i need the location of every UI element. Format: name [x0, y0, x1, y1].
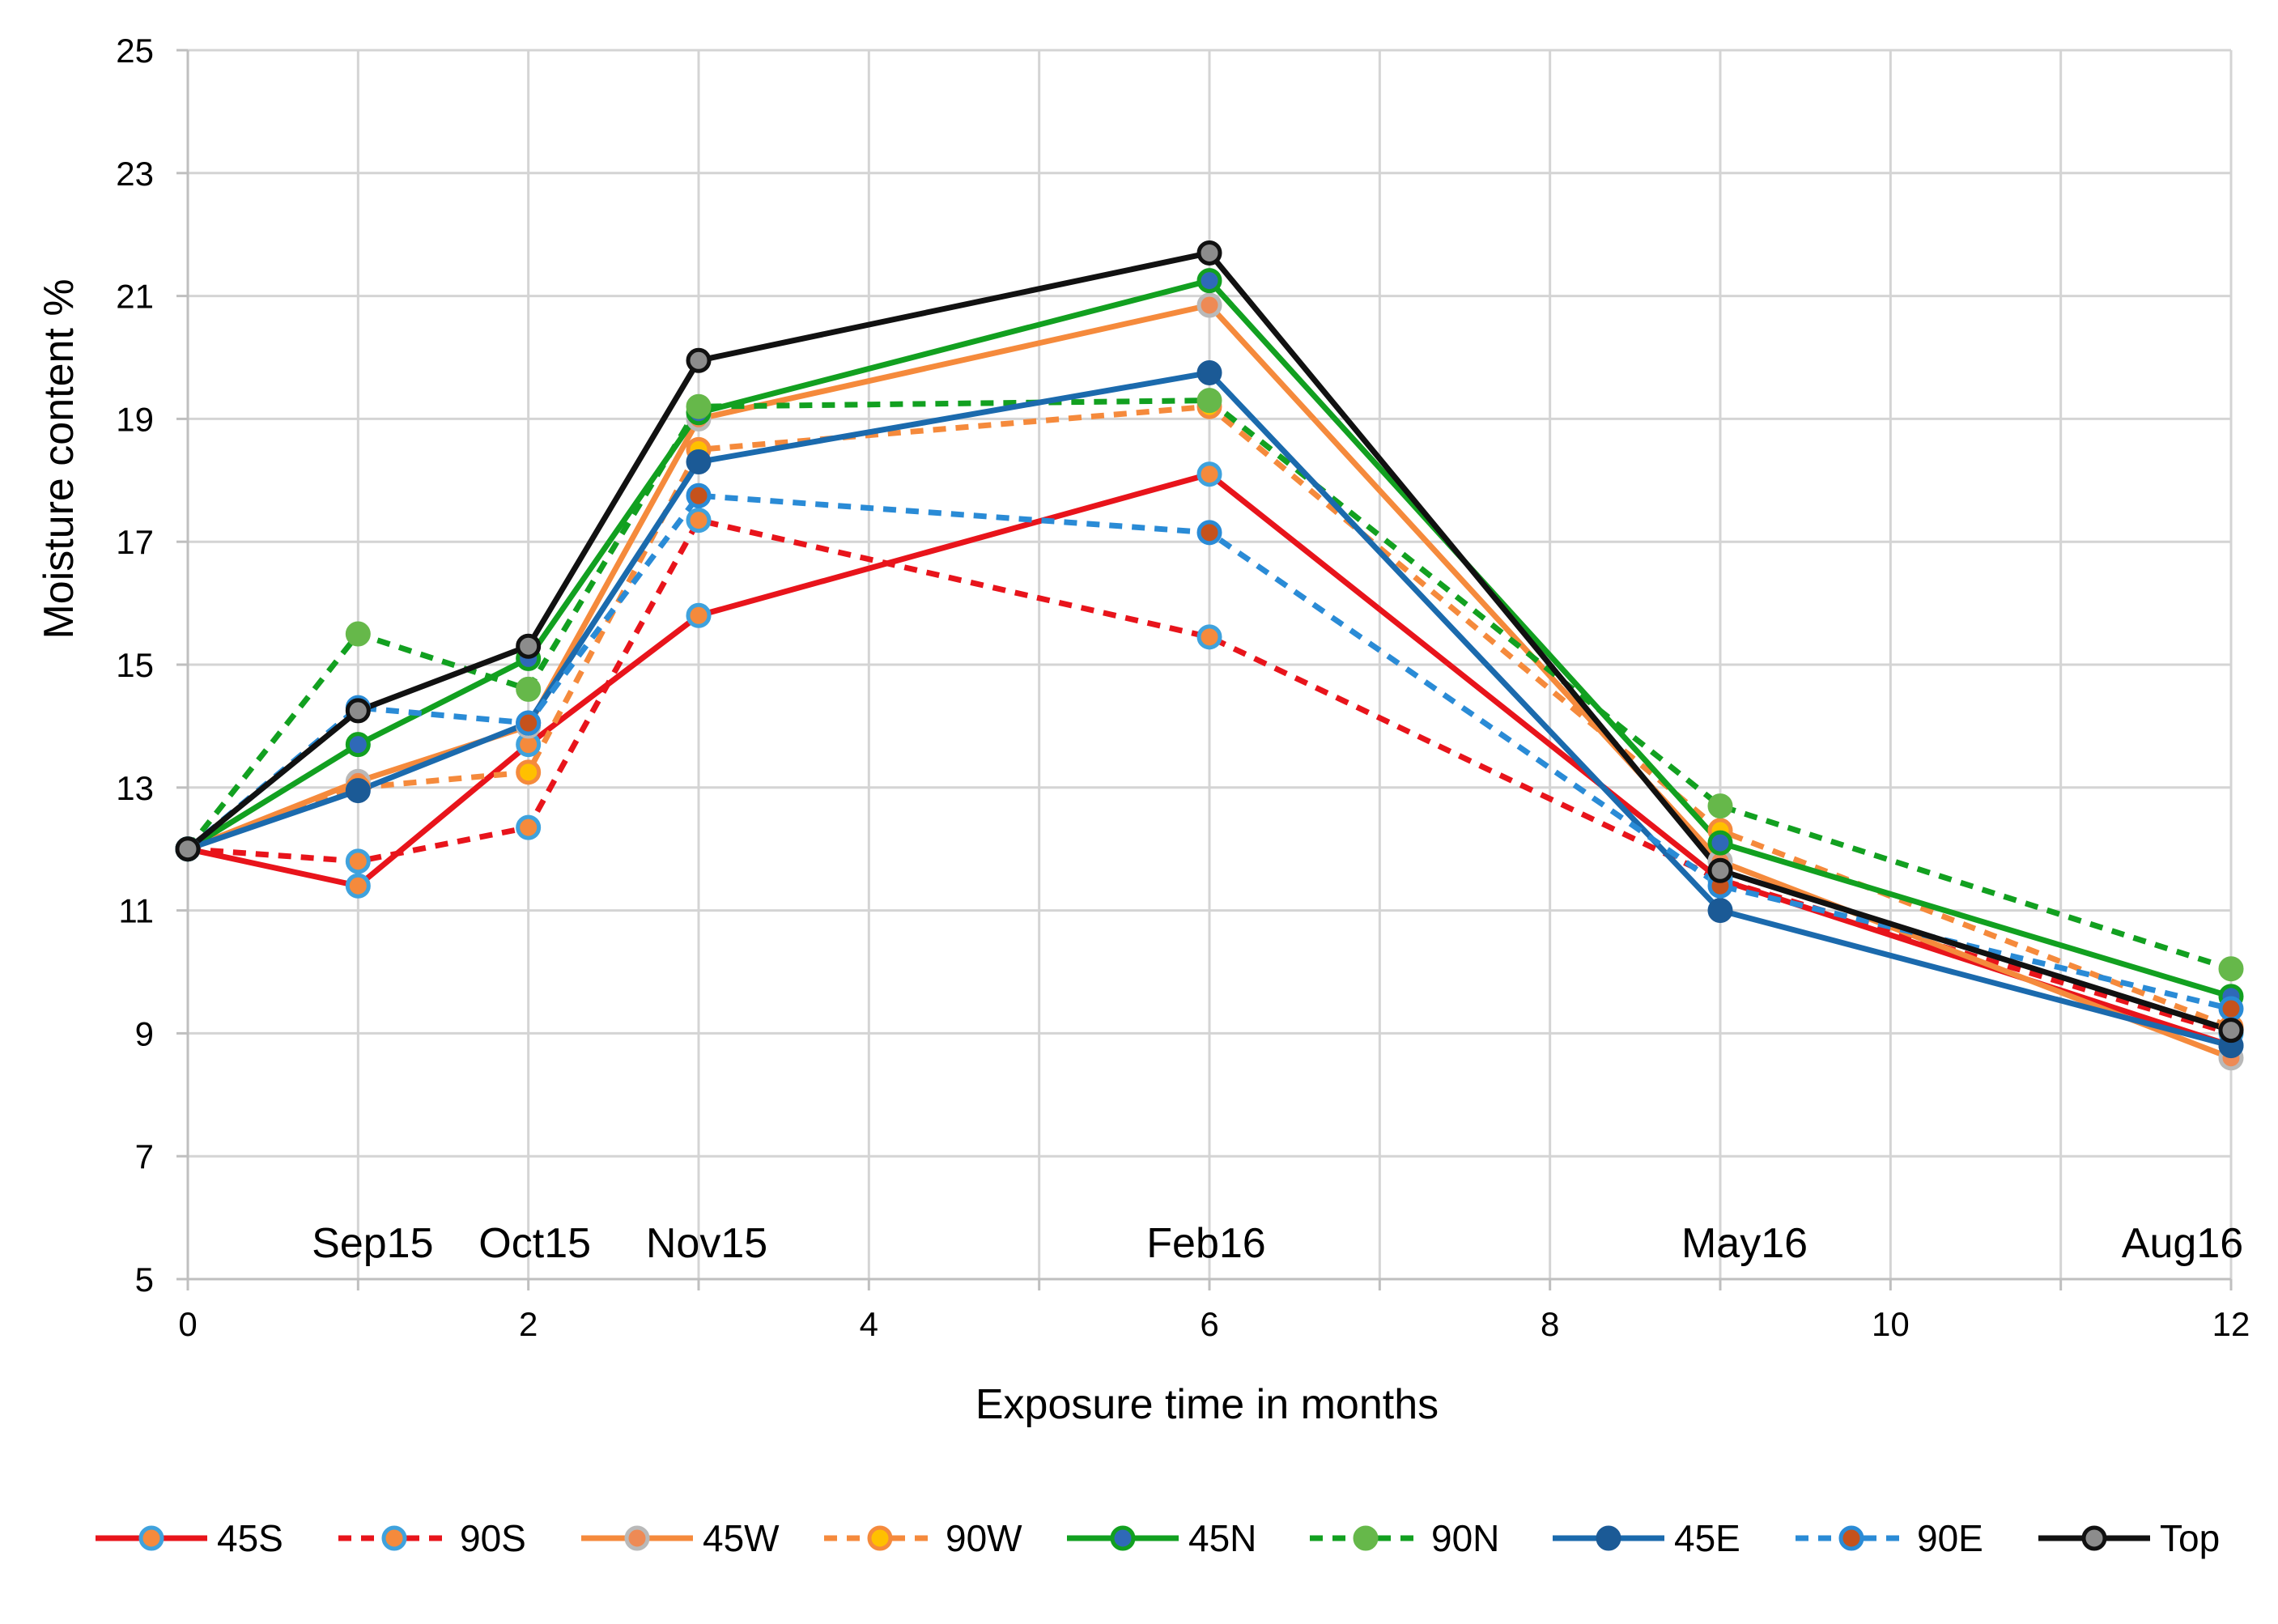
legend-item-90N: 90N	[1310, 1517, 1499, 1559]
month-annotation: Aug16	[2122, 1220, 2243, 1267]
data-point-Top	[516, 633, 542, 659]
x-axis-title: Exposure time in months	[975, 1381, 1439, 1428]
legend-label: 90W	[946, 1517, 1022, 1559]
legend-swatch-marker	[2081, 1525, 2107, 1551]
data-point-90S	[1196, 624, 1222, 650]
x-tick-label: 4	[860, 1305, 878, 1343]
axis-layer: 5 7 9 11 13 15 17 19 21 23 25 0 2 4 6 8 10 12	[116, 32, 2250, 1343]
y-tick-label: 9	[135, 1014, 154, 1052]
x-tick-label: 10	[1872, 1305, 1910, 1343]
legend-label: 90S	[460, 1517, 526, 1559]
data-point-90N	[516, 676, 542, 702]
legend-swatch-marker	[624, 1525, 650, 1551]
legend-label: 45N	[1188, 1517, 1256, 1559]
y-tick-label: 23	[116, 155, 154, 193]
data-point-90S	[345, 848, 371, 874]
x-tick-label: 12	[2212, 1305, 2250, 1343]
legend-item-45E: 45E	[1553, 1517, 1740, 1559]
legend-swatch-marker	[1596, 1525, 1621, 1551]
data-point-90E	[2218, 996, 2244, 1022]
series-layer	[175, 240, 2244, 1071]
data-point-90E	[516, 710, 542, 736]
legend-label: 45S	[217, 1517, 283, 1559]
annotation-layer: Sep15 Oct15 Nov15 Feb16 May16 Aug16	[312, 1220, 2243, 1267]
legend-swatch-marker	[381, 1525, 407, 1551]
legend-label: 45W	[703, 1517, 780, 1559]
legend-swatch-marker	[1353, 1525, 1379, 1551]
data-point-Top	[175, 836, 201, 862]
y-tick-label: 25	[116, 32, 154, 70]
y-tick-label: 5	[135, 1261, 154, 1299]
x-tick-label: 8	[1541, 1305, 1559, 1343]
data-point-45S	[686, 602, 712, 628]
legend-label: 45E	[1674, 1517, 1740, 1559]
data-point-Top	[686, 347, 712, 373]
data-point-45S	[345, 873, 371, 899]
data-point-Top	[1707, 857, 1733, 883]
month-annotation: Feb16	[1146, 1220, 1265, 1267]
legend-swatch-marker	[1110, 1525, 1136, 1551]
legend-item-90E: 90E	[1796, 1517, 1983, 1559]
data-point-90N	[1196, 388, 1222, 414]
legend-item-90S: 90S	[338, 1517, 526, 1559]
data-point-45S	[1196, 461, 1222, 487]
legend-swatch-marker	[1838, 1525, 1864, 1551]
legend: 45S 90S 45W 90W 45N 90N 45E 90E Top	[96, 1517, 2220, 1559]
legend-label: 90E	[1917, 1517, 1983, 1559]
data-point-45N	[345, 732, 371, 758]
data-point-90E	[1196, 520, 1222, 546]
legend-item-90W: 90W	[824, 1517, 1022, 1559]
legend-swatch-marker	[138, 1525, 164, 1551]
y-tick-label: 7	[135, 1137, 154, 1175]
month-annotation: Sep15	[312, 1220, 433, 1267]
data-point-90N	[1707, 793, 1733, 819]
y-tick-label: 19	[116, 400, 154, 438]
y-axis-title: Moisture content %	[36, 278, 83, 639]
y-tick-label: 11	[118, 892, 154, 930]
month-annotation: Nov15	[646, 1220, 767, 1267]
x-tick-label: 2	[519, 1305, 538, 1343]
data-point-90E	[686, 483, 712, 508]
legend-item-45N: 45N	[1067, 1517, 1256, 1559]
data-point-45E	[1707, 898, 1733, 924]
data-point-45W	[1196, 292, 1222, 318]
data-point-90N	[686, 393, 712, 419]
data-point-45N	[1196, 268, 1222, 294]
data-point-Top	[2218, 1018, 2244, 1044]
legend-swatch-marker	[867, 1525, 893, 1551]
data-point-45E	[1196, 359, 1222, 385]
legend-item-45S: 45S	[96, 1517, 283, 1559]
data-point-45N	[1707, 830, 1733, 856]
grid-layer	[188, 49, 2233, 1279]
data-point-90W	[516, 759, 542, 785]
y-tick-label: 15	[116, 646, 154, 684]
data-point-Top	[345, 698, 371, 724]
data-point-45E	[345, 778, 371, 804]
data-point-90N	[345, 621, 371, 647]
data-point-45E	[686, 449, 712, 475]
legend-label: Top	[2160, 1517, 2220, 1559]
y-tick-label: 13	[116, 769, 154, 807]
data-point-90S	[686, 508, 712, 534]
data-point-90S	[516, 814, 542, 840]
month-annotation: May16	[1681, 1220, 1808, 1267]
legend-label: 90N	[1431, 1517, 1499, 1559]
y-tick-label: 17	[116, 523, 154, 561]
data-point-Top	[1196, 240, 1222, 266]
x-tick-label: 6	[1200, 1305, 1218, 1343]
x-tick-label: 0	[178, 1305, 197, 1343]
legend-item-45W: 45W	[581, 1517, 780, 1559]
legend-item-Top: Top	[2038, 1517, 2220, 1559]
y-tick-label: 21	[116, 278, 154, 316]
data-point-90N	[2218, 956, 2244, 982]
month-annotation: Oct15	[478, 1220, 591, 1267]
